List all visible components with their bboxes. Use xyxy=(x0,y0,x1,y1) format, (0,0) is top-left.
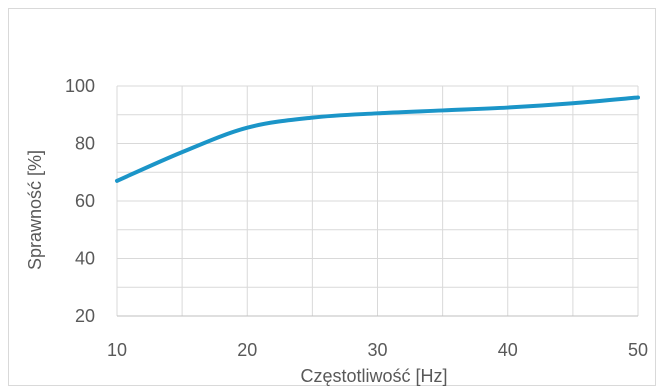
x-tick-label: 10 xyxy=(107,340,127,360)
y-axis-title: Sprawność [%] xyxy=(25,150,45,270)
x-tick-labels: 10 20 30 40 50 xyxy=(107,340,648,360)
chart-frame xyxy=(8,8,656,386)
series-line xyxy=(115,95,640,183)
y-tick-labels: 20 40 60 80 100 xyxy=(65,76,95,326)
horizontal-gridlines xyxy=(117,85,638,317)
y-tick-label: 60 xyxy=(75,191,95,211)
y-tick-label: 80 xyxy=(75,134,95,154)
x-tick-label: 50 xyxy=(628,340,648,360)
x-tick-label: 20 xyxy=(237,340,257,360)
x-tick-label: 40 xyxy=(498,340,518,360)
series-group xyxy=(115,95,640,183)
y-tick-label: 100 xyxy=(65,76,95,96)
x-axis-title: Częstotliwość [Hz] xyxy=(300,366,447,386)
x-tick-label: 30 xyxy=(367,340,387,360)
y-tick-label: 20 xyxy=(75,306,95,326)
y-tick-label: 40 xyxy=(75,249,95,269)
